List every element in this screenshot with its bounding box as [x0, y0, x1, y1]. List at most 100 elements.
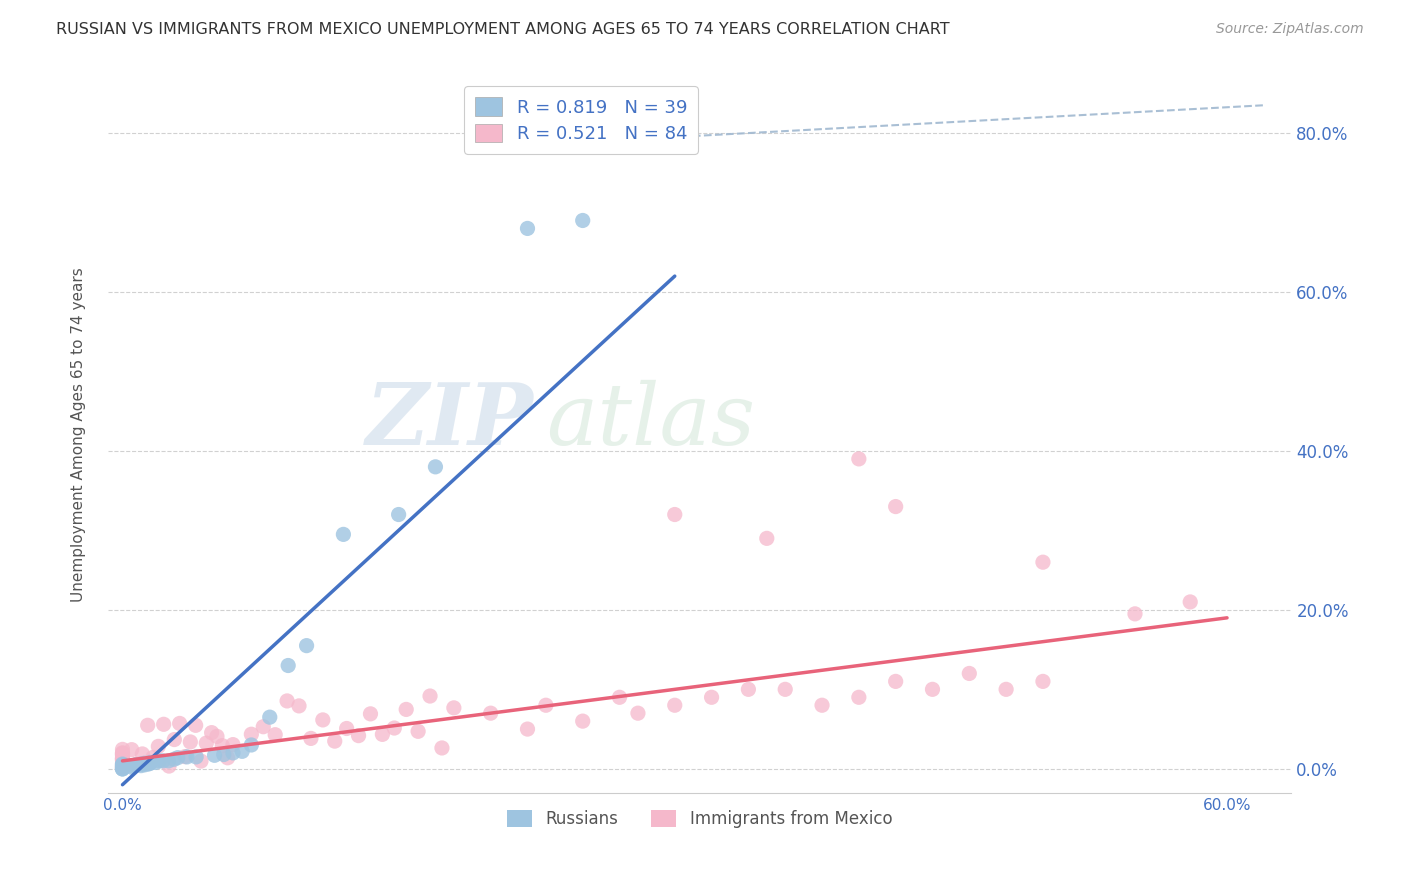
Point — [811, 698, 834, 713]
Point — [222, 746, 245, 760]
Point — [111, 746, 134, 760]
Point — [534, 698, 557, 713]
Point — [884, 674, 907, 689]
Point — [382, 721, 405, 735]
Text: atlas: atlas — [546, 379, 755, 462]
Point — [277, 658, 299, 673]
Point — [111, 751, 134, 765]
Point — [288, 698, 311, 713]
Point — [111, 753, 134, 767]
Point — [336, 722, 359, 736]
Point — [1123, 607, 1146, 621]
Point — [571, 714, 593, 728]
Point — [332, 527, 354, 541]
Point — [152, 754, 174, 768]
Point — [176, 750, 198, 764]
Point — [848, 451, 870, 466]
Point — [921, 682, 943, 697]
Point — [217, 751, 239, 765]
Point — [700, 690, 723, 705]
Point — [388, 508, 411, 522]
Point — [347, 729, 370, 743]
Point — [111, 759, 134, 773]
Point — [211, 739, 233, 753]
Point — [129, 758, 152, 772]
Point — [111, 762, 134, 776]
Point — [145, 756, 167, 770]
Point — [121, 760, 143, 774]
Point — [516, 722, 538, 736]
Point — [121, 758, 143, 772]
Point — [1180, 595, 1202, 609]
Point — [204, 748, 226, 763]
Point — [129, 757, 152, 772]
Point — [139, 756, 162, 770]
Point — [111, 747, 134, 761]
Point — [111, 760, 134, 774]
Point — [240, 727, 263, 741]
Point — [184, 750, 207, 764]
Point — [111, 757, 134, 772]
Point — [121, 742, 143, 756]
Point — [136, 757, 159, 772]
Point — [609, 690, 631, 705]
Text: ZIP: ZIP — [366, 379, 534, 462]
Point — [371, 727, 394, 741]
Point — [166, 750, 188, 764]
Point — [139, 756, 162, 771]
Point — [252, 720, 274, 734]
Point — [142, 750, 165, 764]
Text: RUSSIAN VS IMMIGRANTS FROM MEXICO UNEMPLOYMENT AMONG AGES 65 TO 74 YEARS CORRELA: RUSSIAN VS IMMIGRANTS FROM MEXICO UNEMPL… — [56, 22, 950, 37]
Point — [111, 752, 134, 766]
Point — [406, 724, 429, 739]
Point — [111, 762, 134, 776]
Point — [516, 221, 538, 235]
Point — [157, 754, 180, 768]
Point — [755, 532, 778, 546]
Point — [134, 757, 156, 772]
Point — [111, 752, 134, 766]
Point — [323, 734, 346, 748]
Point — [222, 738, 245, 752]
Point — [169, 716, 191, 731]
Point — [111, 758, 134, 772]
Point — [664, 698, 686, 713]
Point — [395, 702, 418, 716]
Point — [148, 739, 170, 754]
Point — [430, 741, 453, 756]
Point — [201, 725, 224, 739]
Point — [134, 756, 156, 771]
Point — [152, 717, 174, 731]
Point — [163, 752, 186, 766]
Point — [205, 730, 228, 744]
Point — [174, 749, 197, 764]
Point — [111, 756, 134, 771]
Point — [995, 682, 1018, 697]
Point — [479, 706, 502, 721]
Point — [443, 701, 465, 715]
Point — [157, 759, 180, 773]
Point — [359, 706, 381, 721]
Point — [125, 757, 148, 772]
Point — [299, 731, 322, 746]
Point — [264, 728, 287, 742]
Point — [1032, 555, 1054, 569]
Y-axis label: Unemployment Among Ages 65 to 74 years: Unemployment Among Ages 65 to 74 years — [72, 268, 86, 602]
Point — [111, 760, 134, 774]
Point — [179, 735, 201, 749]
Point — [231, 744, 253, 758]
Text: Source: ZipAtlas.com: Source: ZipAtlas.com — [1216, 22, 1364, 37]
Point — [312, 713, 335, 727]
Point — [884, 500, 907, 514]
Point — [111, 760, 134, 774]
Point — [124, 757, 146, 772]
Point — [425, 459, 447, 474]
Point — [259, 710, 281, 724]
Point — [627, 706, 650, 721]
Point — [1032, 674, 1054, 689]
Point — [195, 736, 218, 750]
Legend: Russians, Immigrants from Mexico: Russians, Immigrants from Mexico — [501, 803, 898, 834]
Point — [240, 738, 263, 752]
Point — [111, 742, 134, 756]
Point — [295, 639, 318, 653]
